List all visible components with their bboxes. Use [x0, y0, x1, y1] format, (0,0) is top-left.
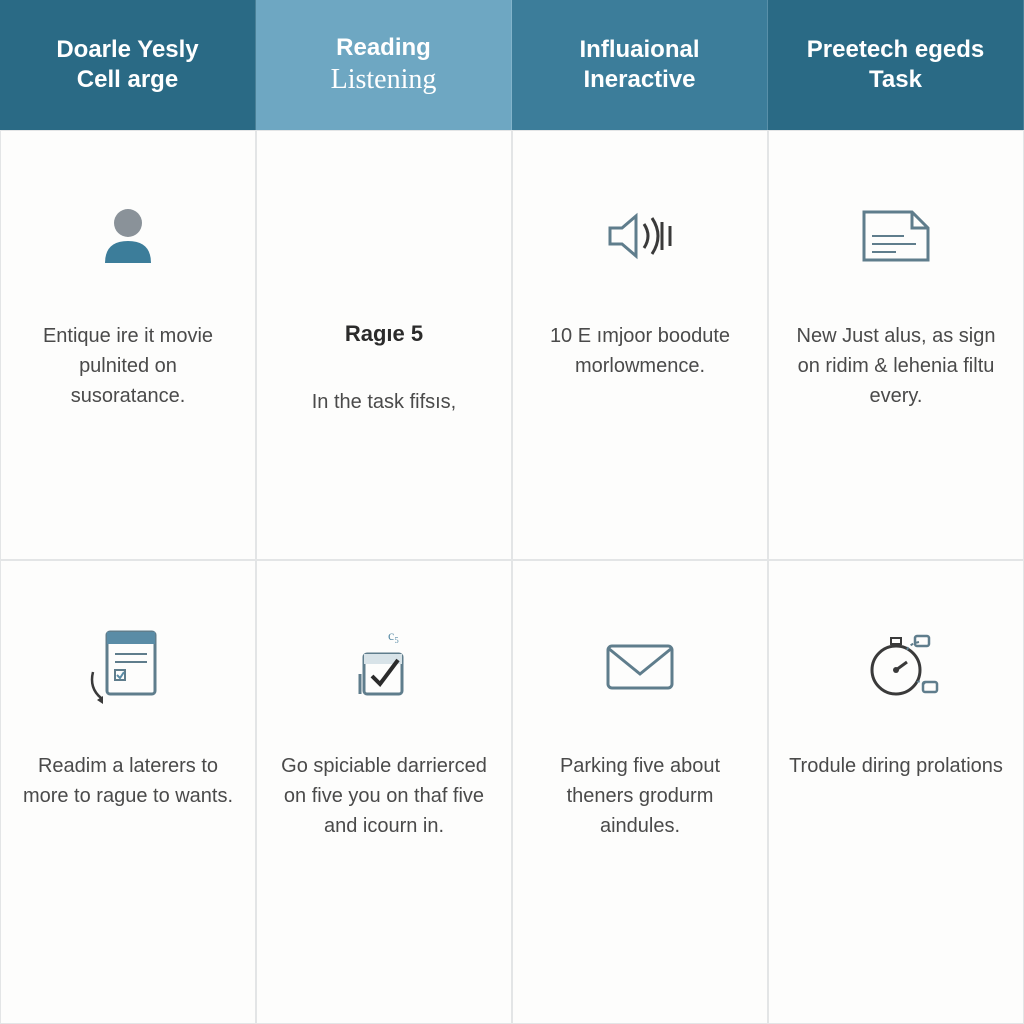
- header-line1: Doarle Yesly: [56, 36, 198, 64]
- cell-3: New Just alus, as sign on ridim & leheni…: [768, 130, 1024, 560]
- header-line2: Ineractive: [583, 66, 695, 94]
- cell-text: 10 E ımjoor boodute morlowmence.: [533, 321, 747, 381]
- cell-4: Readim a laterers to more to rague to wa…: [0, 560, 256, 1024]
- cell-6: Parking five about theners grodurm aindu…: [512, 560, 768, 1024]
- task-check-icon: c₅: [344, 621, 424, 711]
- cell-text: Trodule diring prolations: [789, 751, 1003, 781]
- person-icon: [93, 191, 163, 281]
- header-col-2: Reading Listening: [256, 0, 512, 130]
- cell-text: New Just alus, as sign on ridim & leheni…: [789, 321, 1003, 411]
- cell-0: Entique ire it movie pulnited on susorat…: [0, 130, 256, 560]
- header-col-1: Doarle Yesly Cell arge: [0, 0, 256, 130]
- comparison-grid: Doarle Yesly Cell arge Reading Listening…: [0, 0, 1024, 1024]
- cell-7: Trodule diring prolations: [768, 560, 1024, 1024]
- stopwatch-icon: [851, 621, 941, 711]
- header-line1: Preetech egeds: [807, 36, 984, 64]
- cell-2: 10 E ımjoor boodute morlowmence.: [512, 130, 768, 560]
- header-line1: Reading: [336, 34, 431, 62]
- header-col-4: Preetech egeds Task: [768, 0, 1024, 130]
- header-line1: Influaional: [580, 36, 700, 64]
- header-line2: Cell arge: [77, 66, 178, 94]
- cell-5: c₅ Go spiciable darrierced on five you o…: [256, 560, 512, 1024]
- envelope-icon: [602, 621, 678, 711]
- checklist-icon: [83, 621, 173, 711]
- cell-text: In the task fifsıs,: [312, 387, 457, 417]
- cell-title: Ragıe 5: [345, 321, 423, 347]
- document-icon: [856, 191, 936, 281]
- cell-text: Go spiciable darrierced on five you on t…: [277, 751, 491, 841]
- cell-1: Ragıe 5 In the task fifsıs,: [256, 130, 512, 560]
- svg-text:c₅: c₅: [388, 629, 399, 644]
- header-col-3: Influaional Ineractive: [512, 0, 768, 130]
- header-line2: Task: [869, 66, 922, 94]
- speaker-icon: [600, 191, 680, 281]
- cell-text: Entique ire it movie pulnited on susorat…: [21, 321, 235, 411]
- cell-text: Readim a laterers to more to rague to wa…: [21, 751, 235, 811]
- header-line2: Listening: [331, 64, 437, 96]
- cell-text: Parking five about theners grodurm aindu…: [533, 751, 747, 841]
